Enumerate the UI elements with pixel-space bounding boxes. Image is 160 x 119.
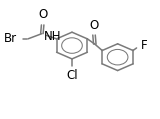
Text: O: O	[89, 19, 99, 32]
Text: O: O	[38, 8, 47, 21]
Text: Cl: Cl	[66, 69, 78, 82]
Text: F: F	[141, 39, 148, 52]
Text: NH: NH	[44, 30, 62, 43]
Text: Br: Br	[4, 32, 17, 45]
